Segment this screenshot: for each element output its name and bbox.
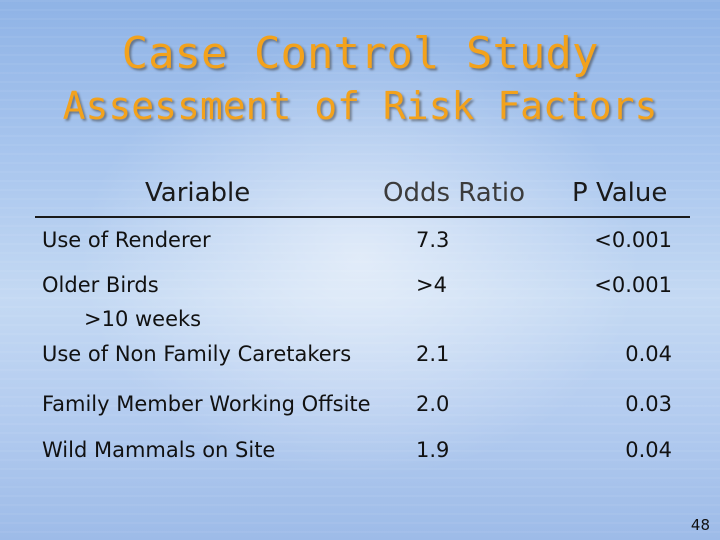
row-p-value: 0.03 [625,392,672,416]
row-p-value: 0.04 [625,438,672,462]
row-p-value: <0.001 [594,228,672,252]
row-odds-ratio: 2.1 [416,342,450,366]
row-odds-ratio: 7.3 [416,228,450,252]
row-odds-ratio: >4 [416,273,447,297]
page-number: 48 [690,516,710,534]
row-p-value: <0.001 [594,273,672,297]
row-variable: Use of Renderer [42,228,211,252]
slide-title: Case Control Study [121,28,599,79]
row-variable: Wild Mammals on Site [42,438,276,462]
header-variable: Variable [145,178,251,208]
row-variable: Older Birds [42,273,159,297]
row-variable: Family Member Working Offsite [42,392,371,416]
row-p-value: 0.04 [625,342,672,366]
row-odds-ratio: 1.9 [416,438,450,462]
header-odds-ratio: Odds Ratio [383,178,526,208]
row-variable: Use of Non Family Caretakers [42,342,352,366]
header-p-value: P Value [572,178,668,208]
row-odds-ratio: 2.0 [416,392,450,416]
row-variable-sub: >10 weeks [84,307,202,331]
header-divider [35,216,690,218]
slide-subtitle: Assessment of Risk Factors [62,84,658,128]
